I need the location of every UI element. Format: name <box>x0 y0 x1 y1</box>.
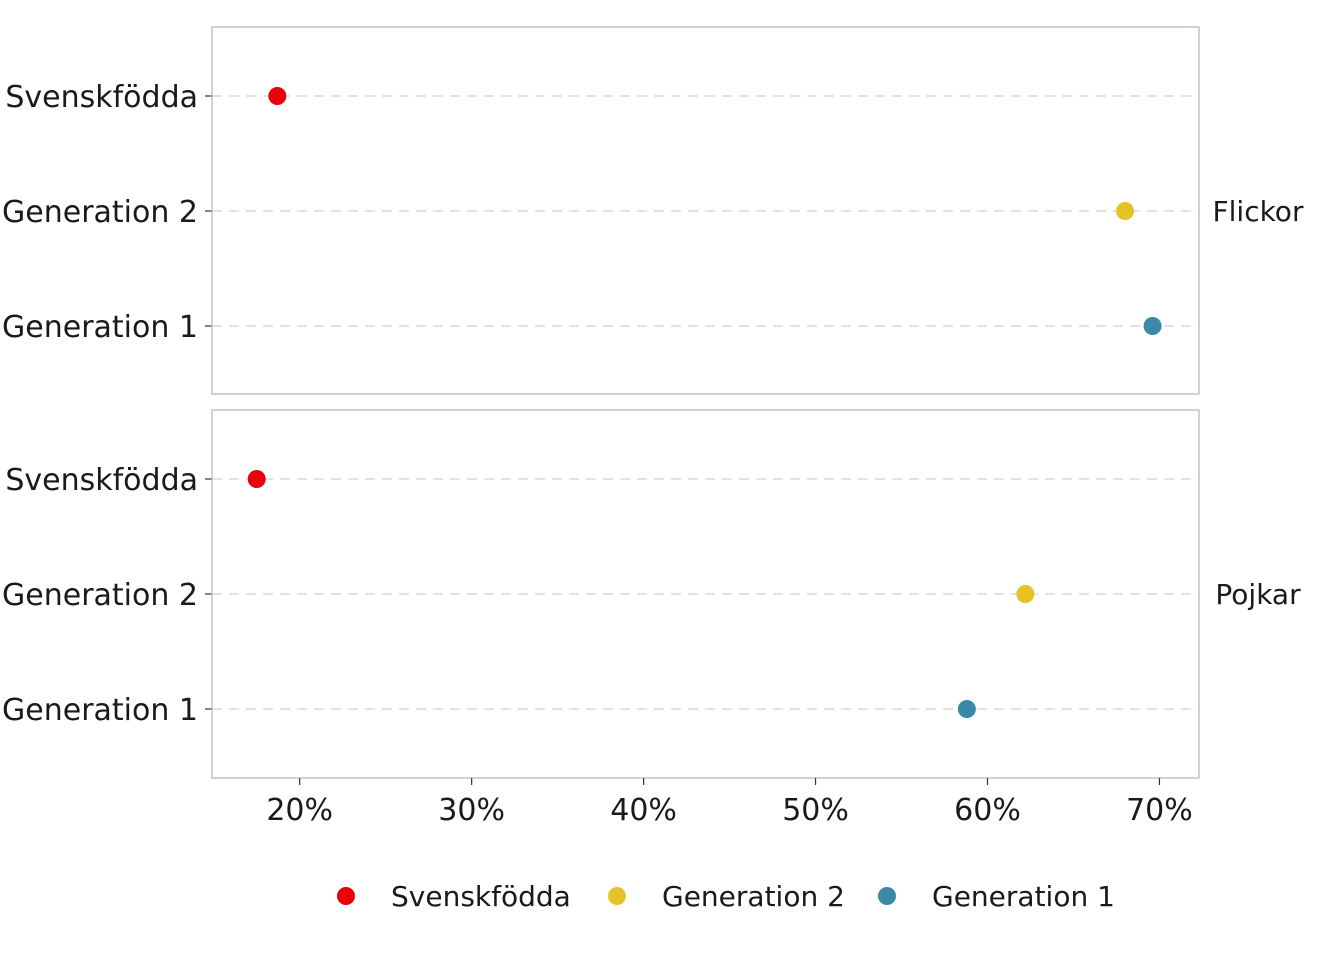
data-point <box>268 87 287 105</box>
facet-panel-pojkar: Svenskfödda Generation 2 Generation 1 Pojka… <box>2 409 1301 779</box>
x-tick-label: 70% <box>1126 793 1193 828</box>
data-point <box>1116 202 1135 220</box>
facet-strip-label: Flickor <box>1213 195 1304 228</box>
legend-label: Svenskfödda <box>391 880 571 913</box>
x-tick-label: 60% <box>954 793 1021 828</box>
x-tick-label: 30% <box>438 793 505 828</box>
data-point <box>247 470 266 488</box>
y-tick-label: Generation 1 <box>2 310 198 345</box>
data-point <box>957 700 976 718</box>
panel-border <box>211 26 1200 395</box>
data-point <box>1143 317 1162 335</box>
x-tick-label: 20% <box>266 793 333 828</box>
data-point <box>1016 585 1035 603</box>
panel-border <box>211 409 1200 779</box>
facet-panel-flickor: Svenskfödda Generation 2 Generation 1 Flick… <box>2 26 1304 395</box>
legend-key <box>337 887 355 905</box>
x-axis: 20% 30% 40% 50% 60% 70% <box>266 778 1193 828</box>
legend-key <box>608 887 626 905</box>
facet-panels: Svenskfödda Generation 2 Generation 1 Flick… <box>2 26 1304 779</box>
facet-strip-label: Pojkar <box>1215 578 1301 611</box>
x-tick-label: 40% <box>610 793 677 828</box>
x-tick-label: 50% <box>782 793 849 828</box>
legend-key <box>878 887 896 905</box>
y-tick-label: Generation 2 <box>2 578 198 613</box>
legend-label: Generation 2 <box>662 880 845 913</box>
y-tick-label: Generation 1 <box>2 693 198 728</box>
y-tick-label: Generation 2 <box>2 195 198 230</box>
legend-label: Generation 1 <box>932 880 1115 913</box>
y-tick-label: Svenskfödda <box>5 80 198 115</box>
legend: Svenskfödda Generation 2 Generation 1 <box>337 880 1115 913</box>
y-tick-label: Svenskfödda <box>5 463 198 498</box>
